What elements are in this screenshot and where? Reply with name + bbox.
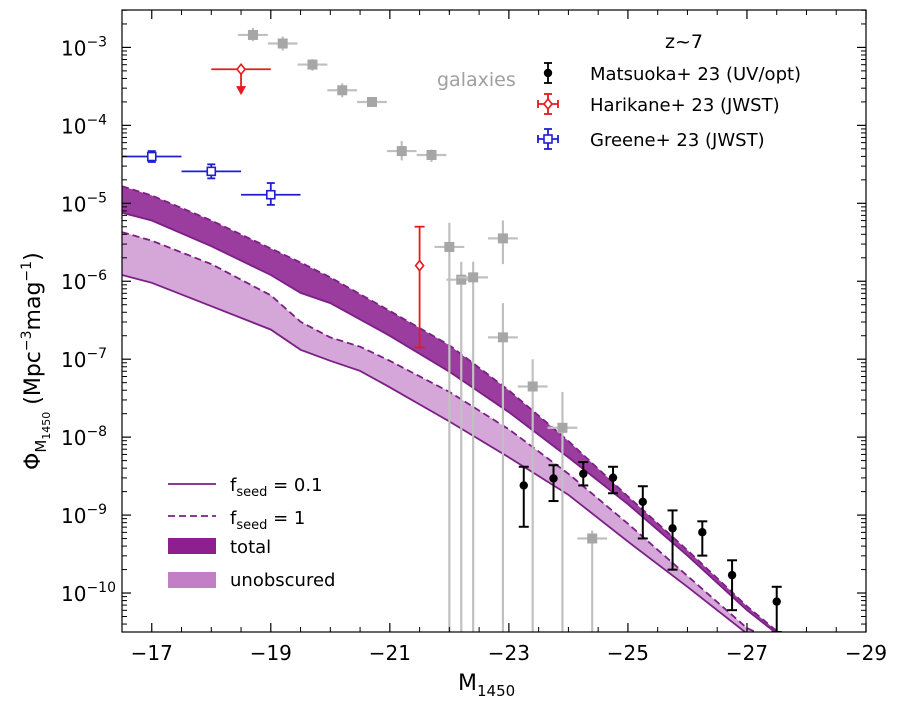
galaxy-point: [468, 272, 479, 283]
total-fseed-01-line: [122, 211, 777, 632]
y-tick-label: 10−6: [61, 268, 107, 294]
legend-total-label: total: [230, 537, 271, 558]
unobscured-band: [122, 232, 756, 632]
galaxy-point: [277, 38, 288, 49]
x-tick-label: −27: [726, 641, 768, 665]
greene-point: [265, 189, 276, 200]
redshift-label: z~7: [665, 31, 703, 53]
galaxy-point: [497, 233, 508, 244]
x-tick-label: −21: [369, 641, 411, 665]
galaxy-point: [247, 29, 258, 40]
legend-observations: z~7 galaxies Matsuoka+ 23 (UV/opt) Harik…: [437, 31, 801, 151]
x-tick-label: −25: [607, 641, 649, 665]
y-tick-label: 10−4: [61, 112, 107, 138]
unobscured-fseed-1-line: [122, 231, 758, 632]
matsuoka-point: [698, 528, 707, 537]
x-tick-label: −29: [845, 641, 887, 665]
y-tick-label: 10−5: [61, 190, 107, 216]
galaxy-point: [307, 59, 318, 70]
legend-unobscured-swatch: [168, 572, 216, 588]
galaxy-point: [396, 146, 407, 157]
harikane-point: [414, 259, 425, 272]
galaxies-label: galaxies: [437, 69, 516, 91]
legend-marker-harikane: [542, 97, 554, 111]
matsuoka-point: [608, 473, 618, 482]
galaxy-point: [497, 332, 508, 343]
galaxy-point: [527, 381, 538, 392]
y-tick-label: 10−9: [61, 502, 107, 528]
matsuoka-point: [727, 570, 737, 580]
legend-marker-greene: [543, 134, 553, 144]
legend-unobscured-label: unobscured: [230, 570, 335, 591]
legend-fseed-01: fseed = 0.1: [230, 475, 323, 500]
harikane-arrow: [236, 86, 247, 96]
matsuoka-point: [519, 481, 528, 490]
galaxy-point: [366, 96, 377, 107]
plot-area: [122, 0, 782, 632]
y-tick-label: 10−10: [61, 580, 116, 606]
galaxy-point: [426, 149, 437, 160]
legend-label-matsuoka: Matsuoka+ 23 (UV/opt): [590, 64, 801, 85]
legend-models: fseed = 0.1 fseed = 1 total unobscured: [168, 475, 335, 591]
y-tick-label: 10−3: [61, 34, 107, 60]
matsuoka-point: [668, 524, 677, 533]
y-tick-label: 10−8: [61, 424, 107, 450]
galaxy-point: [337, 85, 348, 96]
greene-point: [206, 166, 217, 177]
y-axis-label: ΦM1450 (Mpc−3mag−1): [19, 252, 53, 470]
legend-label-harikane: Harikane+ 23 (JWST): [590, 95, 780, 116]
greene-point: [146, 151, 157, 162]
galaxy-point: [444, 0, 454, 6]
axes: −17 −19 −21 −23 −25 −27 −29 10−10 10−9 10−8 10−7 10…: [61, 9, 887, 665]
galaxy-point: [444, 241, 455, 252]
x-tick-label: −23: [488, 641, 530, 665]
legend-total-swatch: [168, 538, 216, 554]
plot-frame: [121, 9, 867, 633]
total-band: [122, 186, 778, 632]
matsuoka-point: [549, 474, 558, 483]
harikane-point: [236, 62, 247, 76]
galaxy-point: [557, 422, 568, 433]
legend-fseed-1: fseed = 1: [230, 508, 305, 533]
x-tick-label: −19: [250, 641, 292, 665]
y-tick-label: 10−7: [61, 346, 107, 372]
x-axis-label: M1450: [458, 671, 515, 700]
galaxy-point: [456, 274, 467, 285]
matsuoka-point: [772, 597, 781, 606]
x-tick-label: −17: [131, 641, 173, 665]
legend-marker-matsuoka: [543, 68, 553, 78]
matsuoka-point: [579, 469, 588, 478]
matsuoka-point: [638, 497, 647, 507]
galaxy-point: [587, 533, 598, 544]
legend-label-greene: Greene+ 23 (JWST): [590, 130, 765, 151]
unobscured-fseed-01-line: [122, 274, 747, 632]
